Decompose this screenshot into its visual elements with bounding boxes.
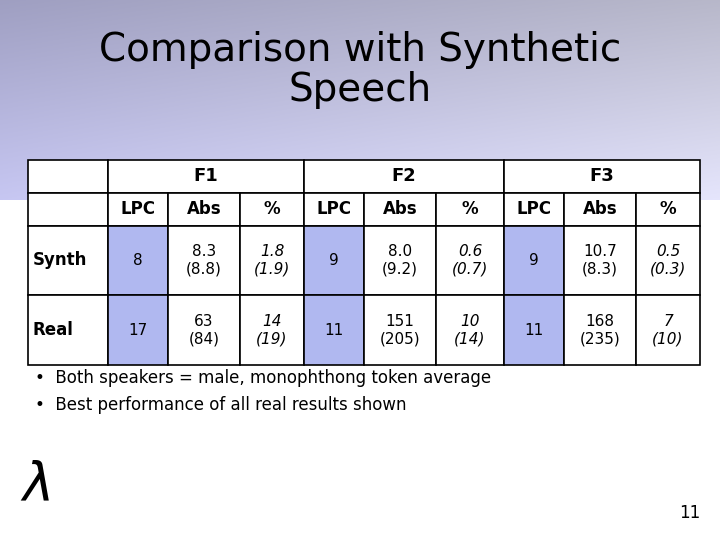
Bar (168, 295, 240, 365)
Bar (168, 193, 240, 226)
Text: 8.0
(9.2): 8.0 (9.2) (382, 244, 418, 276)
Text: 7
(10): 7 (10) (652, 314, 684, 346)
Bar (108, 160, 304, 193)
Text: Comparison with Synthetic: Comparison with Synthetic (99, 31, 621, 69)
Text: %: % (264, 200, 280, 218)
Text: 9: 9 (529, 253, 539, 268)
Bar (28, 160, 108, 193)
Bar (364, 193, 436, 226)
Text: F3: F3 (590, 167, 614, 185)
Bar (436, 193, 504, 226)
Bar (564, 295, 636, 365)
Text: 11: 11 (524, 322, 544, 338)
Bar (304, 295, 364, 365)
Text: 10.7
(8.3): 10.7 (8.3) (582, 244, 618, 276)
Text: 168
(235): 168 (235) (580, 314, 621, 346)
Bar (636, 193, 700, 226)
Text: Real: Real (33, 321, 74, 339)
Text: Speech: Speech (289, 71, 431, 109)
Bar (504, 295, 564, 365)
Text: LPC: LPC (120, 200, 156, 218)
Text: 0.6
(0.7): 0.6 (0.7) (452, 244, 488, 276)
Bar (564, 226, 636, 295)
Bar (636, 226, 700, 295)
Bar (168, 226, 240, 295)
Text: Abs: Abs (582, 200, 617, 218)
Text: Abs: Abs (383, 200, 418, 218)
Bar (436, 295, 504, 365)
Text: 10
(14): 10 (14) (454, 314, 486, 346)
Text: •  Best performance of all real results shown: • Best performance of all real results s… (35, 396, 407, 414)
Text: λ: λ (22, 459, 53, 511)
Bar (364, 226, 436, 295)
Bar (108, 295, 168, 365)
Bar (504, 160, 700, 193)
Bar (504, 193, 564, 226)
Bar (240, 226, 304, 295)
Text: 14
(19): 14 (19) (256, 314, 288, 346)
Text: 9: 9 (329, 253, 339, 268)
Text: 8.3
(8.8): 8.3 (8.8) (186, 244, 222, 276)
Text: 151
(205): 151 (205) (379, 314, 420, 346)
Bar (504, 226, 564, 295)
Text: 11: 11 (679, 504, 700, 522)
Bar (28, 193, 108, 226)
Bar (108, 226, 168, 295)
Text: %: % (660, 200, 676, 218)
Bar (436, 226, 504, 295)
Bar (636, 295, 700, 365)
Bar (240, 193, 304, 226)
Text: 11: 11 (325, 322, 343, 338)
Bar (304, 160, 504, 193)
Text: LPC: LPC (516, 200, 552, 218)
Bar (304, 226, 364, 295)
Text: F1: F1 (194, 167, 218, 185)
Text: 8: 8 (133, 253, 143, 268)
Bar (240, 295, 304, 365)
Bar (364, 295, 436, 365)
Text: Abs: Abs (186, 200, 221, 218)
Text: F2: F2 (392, 167, 416, 185)
Text: 0.5
(0.3): 0.5 (0.3) (650, 244, 686, 276)
Text: Synth: Synth (33, 252, 87, 269)
Text: 63
(84): 63 (84) (189, 314, 220, 346)
Bar (108, 193, 168, 226)
Text: 1.8
(1.9): 1.8 (1.9) (254, 244, 290, 276)
Bar (304, 193, 364, 226)
Text: LPC: LPC (317, 200, 351, 218)
Bar (564, 193, 636, 226)
Bar (28, 295, 108, 365)
Text: •  Both speakers = male, monophthong token average: • Both speakers = male, monophthong toke… (35, 369, 491, 387)
Bar (28, 226, 108, 295)
Text: 17: 17 (128, 322, 148, 338)
Text: %: % (462, 200, 478, 218)
